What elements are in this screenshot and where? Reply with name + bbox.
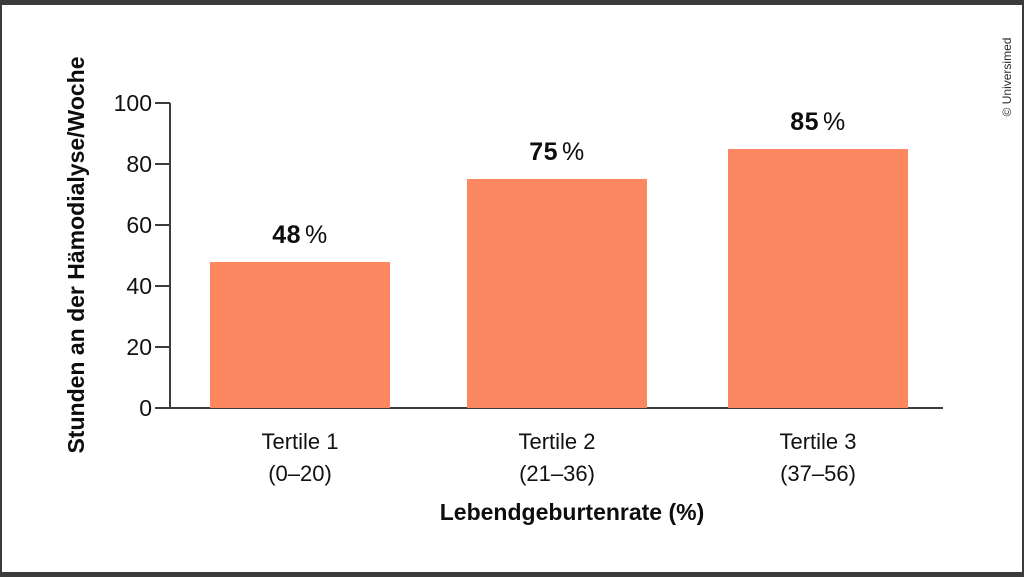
bar [728,148,908,408]
x-category-label: Tertile 1 (0–20) [190,426,410,490]
y-tick-mark [155,163,170,165]
bar-value-suffix: % [562,138,585,167]
y-axis-line [169,103,171,409]
frame-right-border [1022,0,1024,577]
bar [210,261,390,408]
x-axis-line [155,407,943,409]
x-category-label: Tertile 2 (21–36) [447,426,667,490]
y-tick-label: 40 [126,273,152,299]
bar-value-suffix: % [305,220,328,249]
y-tick-label: 60 [126,212,152,238]
bar-value-number: 48 [272,220,302,249]
bar-value-number: 75 [529,138,559,167]
x-category-name: Tertile 3 [779,429,857,454]
x-category-range: (0–20) [268,461,332,486]
bar [467,179,647,408]
bar-value-label: 48% [210,220,390,250]
y-tick-mark [155,285,170,287]
y-tick-mark [155,102,170,104]
x-category-label: Tertile 3 (37–56) [708,426,928,490]
bar-value-label: 85% [728,107,908,137]
x-category-name: Tertile 1 [261,429,339,454]
x-category-range: (21–36) [519,461,595,486]
x-axis-title: Lebendgeburtenrate (%) [439,499,705,525]
y-tick-label: 100 [113,90,152,116]
x-category-name: Tertile 2 [518,429,596,454]
x-category-range: (37–56) [780,461,856,486]
y-tick-label: 20 [126,334,152,360]
credit-watermark: © Universimed [1000,37,1014,117]
bar-value-suffix: % [823,107,846,136]
bar-value-number: 85 [790,107,820,136]
frame-left-border [0,0,2,577]
frame-top-border [0,0,1024,5]
y-tick-label: 0 [139,395,152,421]
y-tick-mark [155,224,170,226]
y-tick-label: 80 [126,151,152,177]
frame-bottom-border [0,572,1024,577]
bar-value-label: 75% [467,137,647,167]
y-tick-mark [155,346,170,348]
y-tick-mark [155,407,170,409]
